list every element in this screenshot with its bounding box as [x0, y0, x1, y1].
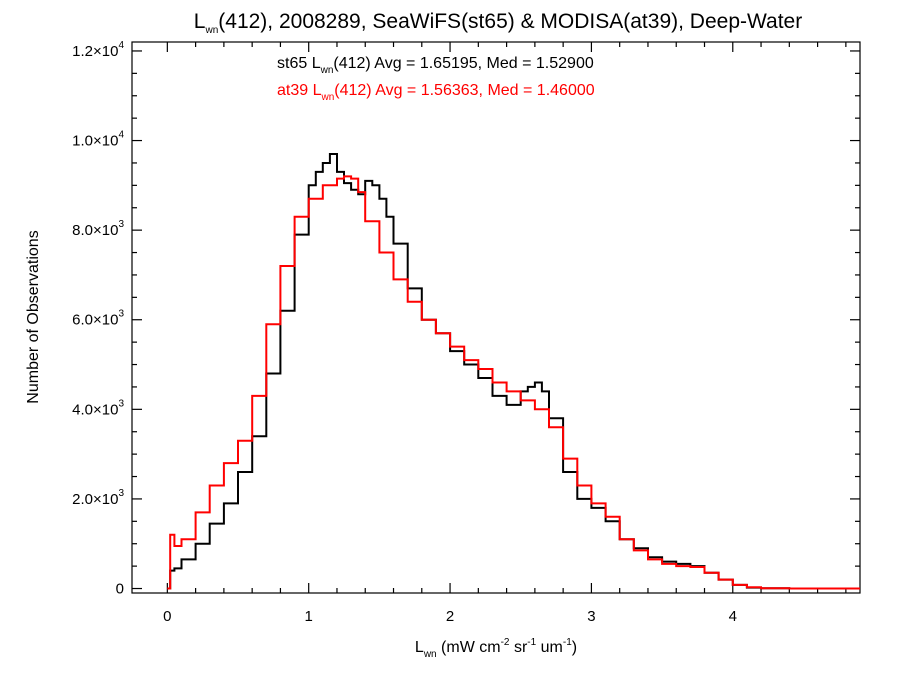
- stat-at39-subscript: wn: [320, 92, 334, 103]
- stat-at39-prefix: at39 L: [277, 82, 322, 99]
- y-axis-label: Number of Observations: [25, 230, 42, 403]
- stat-line-at39: at39 Lwn(412) Avg = 1.56363, Med = 1.460…: [277, 82, 595, 103]
- y-tick-label-4: 8.0×103: [72, 219, 124, 239]
- series-line-st65: [167, 153, 860, 590]
- x-tick-label-3: 3: [587, 608, 595, 625]
- stat-st65-subscript: wn: [320, 65, 334, 76]
- y-tick-label-6: 1.2×104: [72, 40, 124, 60]
- x-tick-label-2: 2: [446, 608, 454, 625]
- x-axis-label-sup2: -1: [527, 637, 536, 648]
- stat-st65-values: (412) Avg = 1.65195, Med = 1.52900: [333, 55, 593, 72]
- stat-line-st65: st65 Lwn(412) Avg = 1.65195, Med = 1.529…: [277, 55, 594, 76]
- x-axis-label-subscript: wn: [423, 649, 437, 660]
- x-tick-label-1: 1: [305, 608, 313, 625]
- y-tick-label-3: 6.0×103: [72, 309, 124, 329]
- y-tick-label-0: 0: [116, 581, 124, 598]
- x-axis-label: Lwn (mW cm-2 sr-1 um-1): [415, 637, 577, 660]
- y-tick-label-2: 4.0×103: [72, 398, 124, 418]
- x-axis-label-prefix: L: [415, 639, 424, 656]
- series-layer: [167, 153, 860, 590]
- stat-st65-prefix: st65 L: [277, 55, 321, 72]
- x-axis-label-a: (mW cm: [437, 639, 501, 656]
- stat-at39-values: (412) Avg = 1.56363, Med = 1.46000: [334, 82, 594, 99]
- chart-title-prefix: L: [194, 10, 206, 33]
- axis-ticks: 0 1 2 3 4 0 2.0×103 4.0×103 6.0×103 8.0×103 1.0×10…: [72, 40, 860, 625]
- x-axis-label-c: um: [536, 639, 563, 656]
- x-axis-label-d: ): [572, 639, 577, 656]
- series-line-at39: [167, 175, 860, 590]
- y-tick-label-1: 2.0×103: [72, 488, 124, 508]
- x-tick-label-4: 4: [729, 608, 737, 625]
- chart-title-rest: (412), 2008289, SeaWiFS(st65) & MODISA(a…: [218, 10, 802, 33]
- x-axis-label-sup3: -1: [563, 637, 572, 648]
- x-tick-label-0: 0: [163, 608, 171, 625]
- plot-frame: [131, 41, 861, 594]
- chart-title-subscript: wn: [204, 25, 218, 36]
- chart-title: Lwn(412), 2008289, SeaWiFS(st65) & MODIS…: [194, 10, 802, 36]
- y-tick-label-5: 1.0×104: [72, 130, 124, 150]
- x-axis-label-b: sr: [510, 639, 528, 656]
- x-axis-label-sup1: -2: [501, 637, 510, 648]
